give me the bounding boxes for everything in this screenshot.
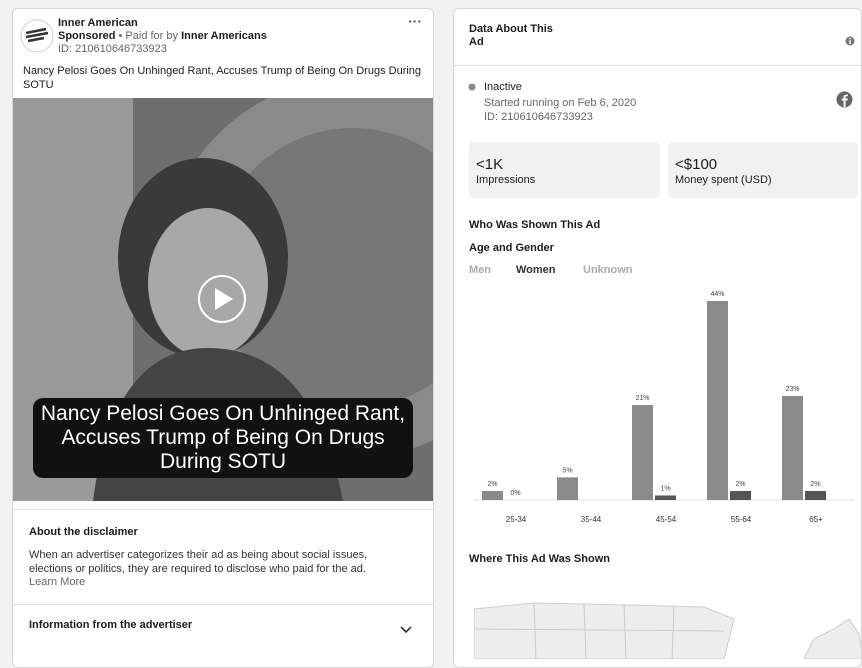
panel-title: Data About This Ad (469, 23, 569, 49)
data-label: 21% (635, 395, 649, 402)
paid-by-prefix: • Paid for by (119, 30, 179, 42)
shown-title: Who Was Shown This Ad (469, 219, 600, 231)
data-label: 0% (510, 490, 520, 497)
ad-id: ID: 210610646733923 (58, 43, 167, 55)
tab-men[interactable]: Men (469, 264, 491, 276)
data-label: 2% (810, 481, 820, 488)
info-icon[interactable] (845, 36, 855, 46)
x-tick-label: 55-64 (731, 515, 752, 524)
bar (482, 491, 503, 500)
advertiser-info-title[interactable]: Information from the advertiser (29, 619, 192, 631)
map (474, 599, 862, 659)
bar (557, 477, 578, 500)
more-menu[interactable]: ··· (408, 13, 422, 29)
advertiser-name[interactable]: Inner American (58, 17, 138, 29)
data-label: 23% (785, 386, 799, 393)
ad-video[interactable]: Nancy Pelosi Goes On Unhinged Rant, Accu… (13, 98, 434, 501)
spend-value: <$100 (675, 156, 717, 173)
x-tick-label: 45-54 (656, 515, 677, 524)
bar (782, 396, 803, 500)
tab-unknown[interactable]: Unknown (583, 264, 633, 276)
x-tick-label: 35-44 (581, 515, 602, 524)
video-caption: Nancy Pelosi Goes On Unhinged Rant, Accu… (33, 398, 413, 478)
impressions-value: <1K (476, 156, 503, 173)
bar (632, 405, 653, 500)
page: {"ad": {"advertiser": "Inner American", … (0, 0, 862, 651)
bar (730, 491, 751, 500)
data-panel: Data About This Ad Inactive Started runn… (453, 8, 862, 668)
x-tick-label: 65+ (809, 515, 823, 524)
expand-chevron[interactable] (399, 625, 413, 635)
data-label: 2% (735, 481, 745, 488)
disclaimer-body: When an advertiser categorizes their ad … (29, 548, 409, 576)
facebook-icon (836, 91, 853, 108)
bar (655, 495, 676, 500)
data-label: 2% (487, 481, 497, 488)
sponsored: Sponsored (58, 30, 115, 42)
ad-headline: Nancy Pelosi Goes On Unhinged Rant, Accu… (23, 64, 423, 92)
spend-label: Money spent (USD) (675, 174, 772, 186)
tab-women[interactable]: Women (516, 264, 556, 276)
status: Inactive (484, 81, 522, 93)
age-gender-title: Age and Gender (469, 242, 554, 254)
bar (805, 491, 826, 500)
data-label: 5% (562, 467, 572, 474)
data-label: 44% (710, 291, 724, 298)
disclaimer-title: About the disclaimer (29, 526, 138, 538)
where-title: Where This Ad Was Shown (469, 553, 610, 565)
age-gender-chart: 25-34 2% 0% 35-44 5% 45-54 21% 1% 55-64 44% 2% 65+ 2… (454, 281, 862, 531)
advertiser-avatar (20, 19, 54, 53)
status-dot (468, 83, 476, 91)
ad-card: Inner American Sponsored • Paid for by I… (12, 8, 434, 668)
panel-ad-id: ID: 210610646733923 (484, 111, 593, 123)
impressions-label: Impressions (476, 174, 535, 186)
paid-by: Inner Americans (181, 30, 267, 42)
start-date: Started running on Feb 6, 2020 (484, 97, 636, 109)
x-tick-label: 25-34 (506, 515, 527, 524)
data-label: 1% (660, 485, 670, 492)
bar (707, 301, 728, 500)
learn-more-link[interactable]: Learn More (29, 576, 85, 588)
